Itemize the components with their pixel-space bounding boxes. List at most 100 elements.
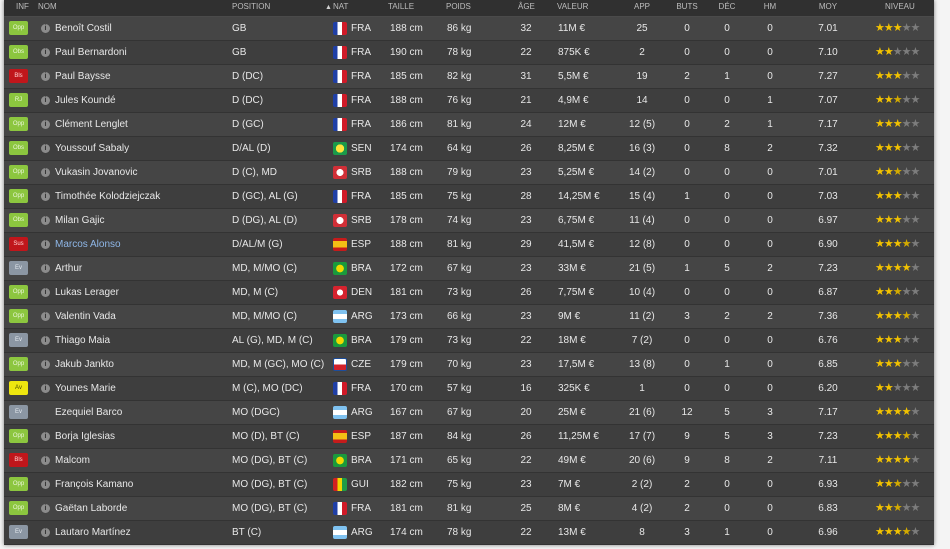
- player-name[interactable]: François Kamano: [55, 479, 134, 490]
- player-rating: 6.87: [818, 287, 838, 298]
- header-moy[interactable]: MOY: [818, 2, 838, 11]
- header-valeur[interactable]: VALEUR: [557, 2, 589, 11]
- star-icon: ★: [892, 166, 903, 178]
- flag-icon: [333, 70, 347, 83]
- player-name[interactable]: Younes Marie: [55, 383, 116, 394]
- header-taille[interactable]: TAILLE: [388, 2, 415, 11]
- table-row[interactable]: Opp i Jakub Jankto MD, M (GC), MO (C) CZE 179…: [4, 353, 934, 377]
- star-icon: ★: [910, 406, 921, 418]
- header-position[interactable]: POSITION: [232, 2, 271, 11]
- header-dec[interactable]: DÉC: [718, 2, 736, 11]
- player-name[interactable]: Jules Koundé: [55, 95, 116, 106]
- table-row[interactable]: Obs i Youssouf Sabaly D/AL (D) SEN 174 cm 64 k…: [4, 137, 934, 161]
- star-icon: ★: [875, 238, 885, 250]
- info-icon[interactable]: i: [41, 168, 50, 177]
- info-icon[interactable]: i: [41, 96, 50, 105]
- table-row[interactable]: Opp i Gaëtan Laborde MO (DG), BT (C) FRA 181 …: [4, 497, 934, 521]
- info-icon[interactable]: i: [41, 504, 50, 513]
- player-name[interactable]: Gaëtan Laborde: [55, 503, 128, 514]
- player-name[interactable]: Timothée Kolodziejczak: [55, 191, 161, 202]
- info-icon[interactable]: i: [41, 432, 50, 441]
- header-nom[interactable]: NOM: [38, 2, 57, 11]
- table-row[interactable]: Bls i Malcom MO (DG), BT (C) BRA 171 cm 65 kg 2…: [4, 449, 934, 473]
- player-name[interactable]: Milan Gajic: [55, 215, 105, 226]
- info-icon[interactable]: i: [41, 120, 50, 129]
- info-icon[interactable]: i: [41, 288, 50, 297]
- table-row[interactable]: Bls i Paul Baysse D (DC) FRA 185 cm 82 kg 31 5,5…: [4, 65, 934, 89]
- player-position: D/AL (D): [232, 143, 271, 154]
- player-goals: 2: [684, 503, 690, 514]
- header-age[interactable]: ÂGE: [518, 2, 535, 11]
- player-name[interactable]: Lukas Lerager: [55, 287, 119, 298]
- star-icon: ★: [910, 526, 921, 538]
- info-icon[interactable]: i: [41, 216, 50, 225]
- table-row[interactable]: Opp i Valentin Vada MD, M/MO (C) ARG 173 cm 66…: [4, 305, 934, 329]
- info-icon[interactable]: i: [41, 360, 50, 369]
- table-row[interactable]: Opp i Vukasin Jovanovic D (C), MD SRB 188 cm 7…: [4, 161, 934, 185]
- player-name[interactable]: Marcos Alonso: [55, 239, 121, 250]
- status-badge: Opp: [9, 21, 28, 35]
- player-motm: 0: [767, 527, 773, 538]
- info-icon[interactable]: i: [41, 240, 50, 249]
- player-name[interactable]: Malcom: [55, 455, 91, 466]
- player-name[interactable]: Paul Bernardoni: [55, 47, 127, 58]
- header-buts[interactable]: BUTS: [676, 2, 698, 11]
- player-rating: 7.27: [818, 71, 838, 82]
- info-icon[interactable]: i: [41, 384, 50, 393]
- info-icon[interactable]: i: [41, 312, 50, 321]
- player-name[interactable]: Arthur: [55, 263, 83, 274]
- info-icon[interactable]: i: [41, 264, 50, 273]
- info-icon[interactable]: i: [41, 72, 50, 81]
- table-row[interactable]: Opp i Clément Lenglet D (GC) FRA 186 cm 81 kg 2…: [4, 113, 934, 137]
- table-row[interactable]: Opp i Borja Iglesias MO (D), BT (C) ESP 187 c…: [4, 425, 934, 449]
- player-name[interactable]: Ezequiel Barco: [55, 407, 123, 418]
- player-name[interactable]: Borja Iglesias: [55, 431, 116, 442]
- player-goals: 0: [684, 23, 690, 34]
- table-row[interactable]: Av i Younes Marie M (C), MO (DC) FRA 170 cm 57…: [4, 377, 934, 401]
- player-name[interactable]: Clément Lenglet: [55, 119, 128, 130]
- info-icon[interactable]: i: [41, 336, 50, 345]
- header-niveau[interactable]: NIVEAU: [885, 2, 915, 11]
- player-age: 23: [520, 263, 532, 274]
- info-icon[interactable]: i: [41, 48, 50, 57]
- table-row[interactable]: Ev i Lautaro Martínez BT (C) ARG 174 cm 78 kg 2…: [4, 521, 934, 545]
- table-row[interactable]: Obs i Paul Bernardoni GB FRA 190 cm 78 kg 22 875…: [4, 41, 934, 65]
- info-icon[interactable]: i: [41, 24, 50, 33]
- player-name[interactable]: Benoît Costil: [55, 23, 112, 34]
- table-row[interactable]: Ev i Thiago Maia AL (G), MD, M (C) BRA 179 cm…: [4, 329, 934, 353]
- player-value: 6,75M €: [558, 215, 595, 226]
- player-weight: 73 kg: [447, 287, 472, 298]
- player-name[interactable]: Vukasin Jovanovic: [55, 167, 138, 178]
- header-app[interactable]: APP: [633, 2, 650, 11]
- star-icon: ★: [892, 22, 903, 34]
- player-height: 174 cm: [390, 527, 423, 538]
- header-inf[interactable]: INF: [16, 2, 29, 11]
- info-icon[interactable]: i: [41, 480, 50, 489]
- header-nat[interactable]: ▲NAT: [325, 2, 348, 11]
- table-row[interactable]: Sus i Marcos Alonso D/AL/M (G) ESP 188 cm 81 k…: [4, 233, 934, 257]
- header-poids[interactable]: POIDS: [446, 2, 471, 11]
- player-name[interactable]: Jakub Jankto: [55, 359, 114, 370]
- header-hm[interactable]: HM: [763, 2, 777, 11]
- player-name[interactable]: Valentin Vada: [55, 311, 116, 322]
- table-row[interactable]: Opp i Lukas Lerager MD, M (C) DEN 181 cm 73 kg…: [4, 281, 934, 305]
- player-name[interactable]: Lautaro Martínez: [55, 527, 131, 538]
- info-icon[interactable]: i: [41, 528, 50, 537]
- table-row[interactable]: Obs i Milan Gajic D (DG), AL (D) SRB 178 cm 74…: [4, 209, 934, 233]
- player-motm: 0: [767, 287, 773, 298]
- table-row[interactable]: Ev Ezequiel Barco MO (DGC) ARG 167 cm 67 kg 20…: [4, 401, 934, 425]
- table-row[interactable]: Opp i Timothée Kolodziejczak D (GC), AL (G)…: [4, 185, 934, 209]
- table-row[interactable]: Ev i Arthur MD, M/MO (C) BRA 172 cm 67 kg 23 33M…: [4, 257, 934, 281]
- star-icon: ★: [901, 286, 912, 298]
- player-appearances: 15 (4): [628, 191, 656, 202]
- player-name[interactable]: Thiago Maia: [55, 335, 111, 346]
- table-row[interactable]: Opp i Benoît Costil GB FRA 188 cm 86 kg 32 11M €…: [4, 17, 934, 41]
- player-name[interactable]: Youssouf Sabaly: [55, 143, 130, 154]
- player-name[interactable]: Paul Baysse: [55, 71, 111, 82]
- table-row[interactable]: Opp i François Kamano MO (DG), BT (C) GUI 182…: [4, 473, 934, 497]
- table-row[interactable]: RJ i Jules Koundé D (DC) FRA 188 cm 76 kg 21 4,9…: [4, 89, 934, 113]
- player-appearances: 11 (2): [629, 311, 655, 322]
- info-icon[interactable]: i: [41, 192, 50, 201]
- info-icon[interactable]: i: [41, 456, 50, 465]
- info-icon[interactable]: i: [41, 144, 50, 153]
